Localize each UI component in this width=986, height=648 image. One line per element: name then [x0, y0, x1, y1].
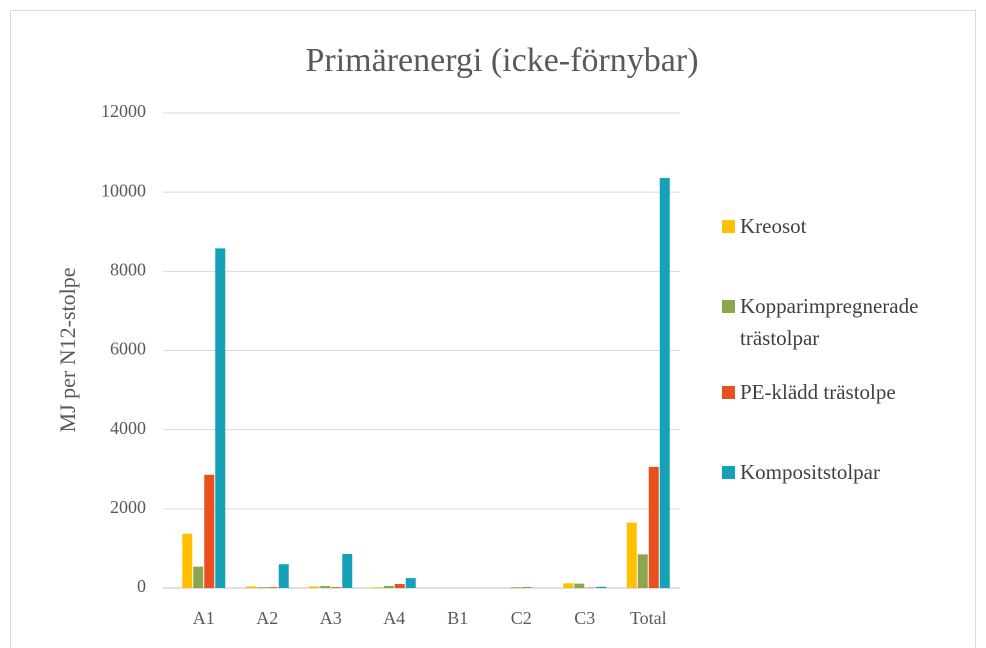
- bar: [637, 554, 648, 588]
- bar: [342, 553, 353, 588]
- bar: [405, 578, 416, 588]
- x-tick-label: A2: [256, 608, 278, 628]
- bar: [245, 586, 256, 588]
- bar: [193, 566, 204, 588]
- legend-swatch: [722, 300, 735, 313]
- bar: [521, 587, 532, 588]
- x-tick-label: C2: [511, 608, 532, 628]
- y-tick-label: 10000: [101, 180, 146, 200]
- x-tick-label: A1: [193, 608, 215, 628]
- y-tick-label: 2000: [110, 497, 146, 517]
- bar: [215, 248, 226, 588]
- y-tick-label: 12000: [101, 101, 146, 121]
- bar: [204, 474, 215, 588]
- bar: [394, 584, 405, 588]
- bar: [563, 583, 574, 588]
- bar: [256, 587, 267, 588]
- bar: [320, 586, 331, 588]
- legend-label: Kreosot: [740, 214, 807, 238]
- bar: [309, 586, 320, 588]
- bar: [574, 583, 585, 588]
- x-tick-label: A4: [383, 608, 405, 628]
- legend-swatch: [722, 386, 735, 399]
- bar: [510, 587, 521, 588]
- bar: [267, 587, 278, 588]
- legend-swatch: [722, 220, 735, 233]
- x-tick-label: B1: [447, 608, 468, 628]
- x-tick-label: C3: [574, 608, 595, 628]
- y-tick-label: 6000: [110, 339, 146, 359]
- bar: [626, 522, 637, 588]
- bar: [596, 586, 607, 588]
- bar: [659, 177, 670, 588]
- legend-label: PE-klädd trästolpe: [740, 380, 896, 404]
- chart-border: [10, 10, 976, 648]
- legend-item: Kreosot: [722, 210, 807, 242]
- bar: [278, 564, 289, 588]
- bar: [648, 466, 659, 588]
- bar: [331, 587, 342, 588]
- bar: [383, 586, 394, 588]
- y-axis-label: MJ per N12-stolpe: [55, 268, 80, 433]
- y-tick-label: 4000: [110, 418, 146, 438]
- x-tick-label: Total: [630, 608, 667, 628]
- legend-item: PE-klädd trästolpe: [722, 376, 896, 408]
- y-tick-label: 0: [137, 576, 146, 596]
- legend-item: Kompositstolpar: [722, 456, 880, 488]
- legend-label: Kompositstolpar: [740, 460, 880, 484]
- legend-item: Kopparimpregnerade trästolpar: [722, 290, 972, 354]
- x-tick-label: A3: [320, 608, 342, 628]
- legend-swatch: [722, 466, 735, 479]
- bar: [182, 533, 193, 588]
- y-tick-label: 8000: [110, 259, 146, 279]
- chart-title: Primärenergi (icke-förnybar): [305, 42, 698, 79]
- legend-label: Kopparimpregnerade trästolpar: [740, 294, 919, 350]
- bar: [372, 587, 383, 588]
